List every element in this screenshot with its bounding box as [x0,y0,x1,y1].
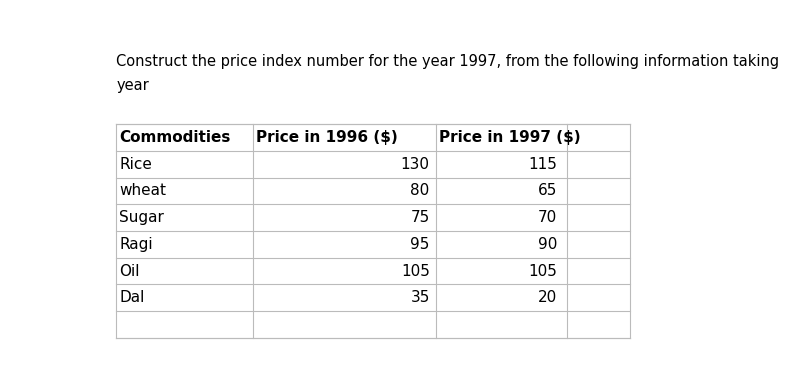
Text: Ragi: Ragi [119,237,153,252]
Text: Price in 1996 ($): Price in 1996 ($) [256,130,398,145]
Text: 95: 95 [411,237,429,252]
Text: year: year [116,78,149,93]
Text: 80: 80 [411,184,429,199]
Text: 90: 90 [538,237,557,252]
Text: 35: 35 [411,290,429,305]
Text: Price in 1997 ($): Price in 1997 ($) [439,130,580,145]
Text: 70: 70 [539,210,557,225]
Text: Dal: Dal [119,290,144,305]
Text: wheat: wheat [119,184,166,199]
Text: Construct the price index number for the year 1997, from the following informati: Construct the price index number for the… [116,54,785,69]
Text: 75: 75 [411,210,429,225]
Text: 115: 115 [528,157,557,172]
Text: 105: 105 [528,263,557,279]
Text: 105: 105 [401,263,429,279]
Text: 20: 20 [539,290,557,305]
Text: 65: 65 [538,184,557,199]
Text: Oil: Oil [119,263,140,279]
Text: Commodities: Commodities [119,130,231,145]
Text: Rice: Rice [119,157,152,172]
Text: 130: 130 [400,157,429,172]
Text: Sugar: Sugar [119,210,164,225]
